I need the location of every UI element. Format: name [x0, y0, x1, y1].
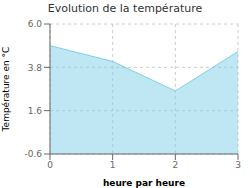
svg-text:0: 0 — [47, 160, 53, 170]
svg-text:3: 3 — [235, 160, 241, 170]
svg-text:heure par heure: heure par heure — [103, 178, 185, 188]
svg-text:1.6: 1.6 — [28, 106, 43, 116]
svg-text:2: 2 — [172, 160, 178, 170]
html-text:Evolution de la température: Evolution de la température — [47, 2, 203, 15]
svg-text:1: 1 — [110, 160, 116, 170]
svg-text:Température en °C: Température en °C — [8, 47, 11, 133]
svg-text:-0.6: -0.6 — [24, 149, 42, 159]
svg-text:6.0: 6.0 — [28, 19, 43, 29]
svg-text:3.8: 3.8 — [28, 63, 43, 73]
